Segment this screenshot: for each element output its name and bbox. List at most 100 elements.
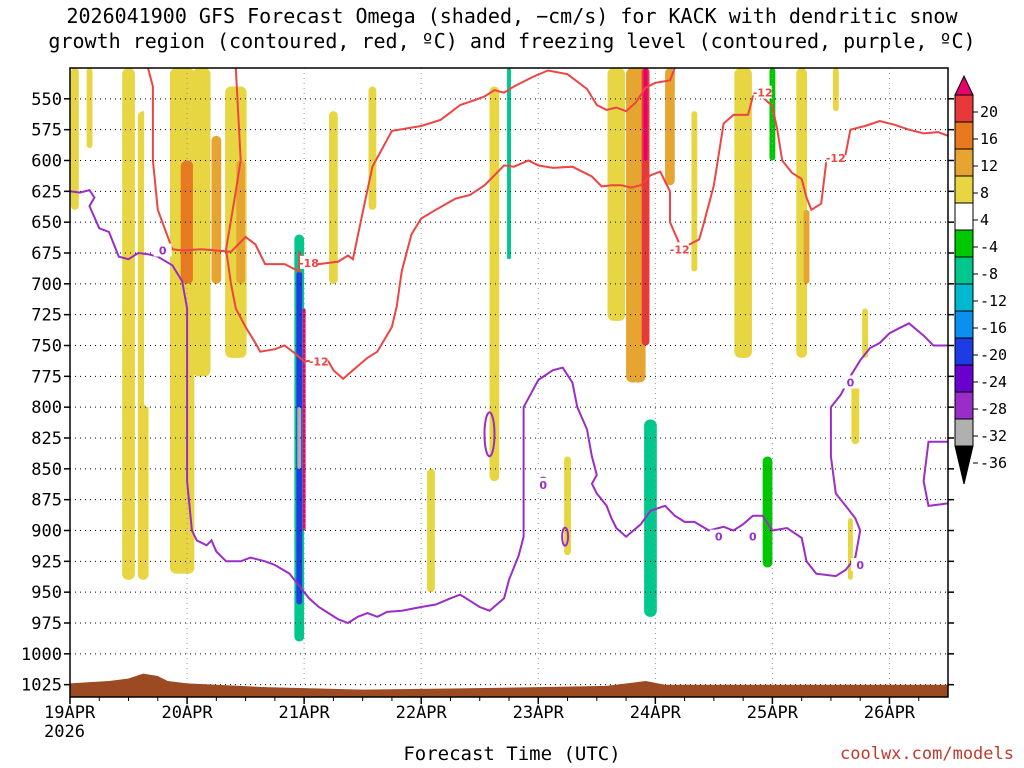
y-tick-label: 1025 [21,676,62,696]
contour-label-bg [534,477,553,491]
colorbar-swatch [954,121,974,150]
y-tick-label: 700 [31,275,62,295]
freezing-contour-line [70,188,948,625]
dgz-contour-label: -12 [826,152,846,165]
x-tick-label: 23APR [513,703,565,723]
contour-label-bg [826,151,845,165]
plot-area: -18 -12 -12 -12 -12 0 0 0 0 0 0 [70,68,948,697]
y-tick-label: 950 [31,583,62,603]
colorbar-label: -8 [980,265,998,283]
colorbar-label: -16 [980,319,1007,337]
freezing-contour-label: 0 [539,479,547,492]
colorbar-label: -20 [980,346,1007,364]
freezing-contour-label: 0 [159,245,167,258]
contour-label-bg [309,354,328,368]
x-tick-label: 20APR [161,703,213,723]
y-tick-label: 600 [31,152,62,172]
omega-cell [851,382,860,445]
freezing-contour-label: 0 [856,559,864,572]
omega-cell [519,160,529,469]
freezing-contour-label: 0 [847,377,855,390]
y-tick-label: 575 [31,121,62,141]
y-tick-label: 975 [31,614,62,634]
omega-cell [86,68,93,149]
omega-cell [807,505,816,605]
colorbar-swatch [954,418,974,447]
colorbar-label: -4 [980,238,998,256]
colorbar-label: 8 [980,184,989,202]
x-tick-label: 19APR [44,703,96,723]
colorbar-swatch [954,256,974,285]
x-tick-label: 21APR [279,703,331,723]
contour-label-bg [153,243,172,257]
omega-cell [644,419,657,617]
y-tick-label: 675 [31,244,62,264]
y-tick-label: 625 [31,182,62,202]
contour-label-bg [300,255,319,269]
dgz-contour-label: -12 [670,243,690,256]
omega-cell [762,456,773,568]
colorbar-swatch [954,94,974,123]
x-tick-label: 25APR [747,703,799,723]
freezing-contour-line [922,440,948,507]
contour-label-bg [743,529,762,543]
x-tick-label: 24APR [630,703,682,723]
colorbar-cap-bottom [954,445,974,485]
dgz-contour-line [147,68,676,274]
x-tick-sublabel: 2026 [44,722,85,742]
omega-cell [211,135,222,284]
omega-cell [796,68,808,358]
y-tick-label: 850 [31,460,62,480]
omega-cell [297,407,302,469]
terrain-fill [70,673,948,697]
x-tick-label: 26APR [864,703,916,723]
colorbar-swatch [954,283,974,312]
y-tick-label: 650 [31,213,62,233]
colorbar-label: -12 [980,292,1007,310]
omega-cell [803,209,810,284]
colorbar-label: 20 [980,103,998,121]
y-tick-label: 825 [31,429,62,449]
omega-cell [70,68,79,210]
colorbar-swatch [954,202,974,231]
omega-cell [626,68,646,383]
omega-cell [507,68,511,260]
y-tick-label: 875 [31,491,62,511]
omega-cell [329,111,338,284]
title-line-2: growth region (contoured, red, ºC) and f… [48,29,976,53]
y-tick-label: 725 [31,306,62,326]
colorbar-label: -24 [980,373,1007,391]
colorbar-label: 16 [980,130,998,148]
freezing-contour-loop [561,526,570,547]
dgz-contour-label: -12 [309,356,329,369]
y-tick-label: 900 [31,522,62,542]
dgz-contour-label: -18 [299,257,319,270]
omega-cell [862,308,869,358]
omega-cell [264,135,276,519]
colorbar-swatch [954,175,974,204]
omega-cell [144,68,152,408]
y-tick-label: 750 [31,337,62,357]
omega-cell [674,86,685,186]
dgz-contour-line [225,68,948,381]
freezing-contour-label: 0 [715,531,723,544]
colorbar-swatch [954,364,974,393]
chart-title: 2026041900 GFS Forecast Omega (shaded, −… [0,4,1024,54]
omega-cell [643,68,648,161]
credit-text: coolwx.com/models [840,744,1014,764]
colorbar-swatch [954,148,974,177]
freezing-contour-label: 0 [749,531,757,544]
y-tick-label: 775 [31,367,62,387]
contour-label-bg [670,242,689,256]
y-tick-label: 800 [31,398,62,418]
contour-label-bg [841,375,860,389]
omega-cell [665,68,675,186]
omega-cell [302,308,306,531]
omega-cell [122,68,135,580]
omega-cell [489,86,500,482]
contour-label-bg [709,529,728,543]
colorbar-label: -32 [980,427,1007,445]
colorbar-swatch [954,391,974,420]
contour-label-bg [851,558,870,572]
